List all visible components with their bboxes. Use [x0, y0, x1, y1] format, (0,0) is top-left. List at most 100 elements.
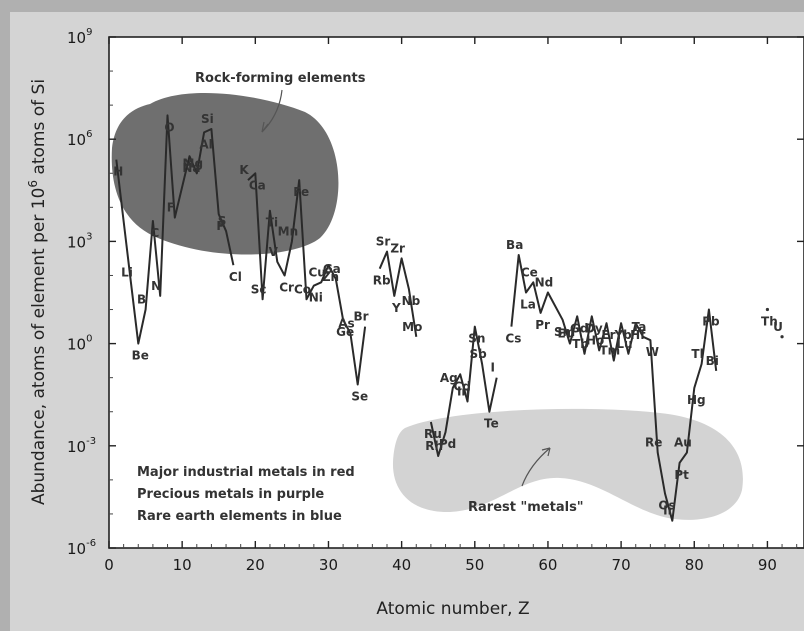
y-axis-title-tail: atoms of Si [29, 79, 49, 180]
element-label-se: Se [351, 389, 368, 403]
element-label-cd: Cd [453, 379, 470, 393]
axis-ticks [108, 36, 804, 549]
element-label-ca: Ca [249, 178, 266, 192]
legend-line-precious: Precious metals in purple [137, 487, 324, 502]
tick-labels: 0 10 20 30 40 50 60 70 80 90 10-6 10-3 100 103 106 109 [67, 27, 777, 574]
abundance-point [765, 307, 770, 312]
element-label-ta: Ta [632, 320, 647, 334]
element-label-b: B [137, 293, 146, 307]
x-tick-label: 40 [392, 556, 411, 574]
element-label-br: Br [354, 310, 369, 324]
x-tick-label: 60 [538, 556, 557, 574]
element-label-p: P [216, 219, 225, 233]
element-label-sn: Sn [468, 332, 485, 346]
element-label-bi: Bi [706, 354, 719, 368]
element-label-er: Er [601, 328, 615, 342]
element-label-be: Be [132, 349, 149, 363]
rare-metals-region [392, 408, 743, 520]
element-label-n: N [151, 279, 161, 293]
x-tick-label: 10 [173, 556, 192, 574]
y-axis-title-main: Abundance, atoms of element per 10 [29, 188, 49, 505]
element-label-sc: Sc [251, 282, 267, 296]
element-label-os: Os [658, 498, 675, 512]
element-label-pt: Pt [674, 468, 689, 482]
element-label-s: S [218, 214, 227, 228]
element-label-w: W [646, 345, 659, 359]
element-label-v: V [269, 245, 279, 259]
element-label-yb: Yb [613, 328, 632, 342]
element-label-te: Te [484, 417, 499, 431]
element-label-nb: Nb [402, 294, 421, 308]
element-label-ba: Ba [506, 238, 523, 252]
element-label-ru: Ru [424, 427, 442, 441]
element-label-c: C [150, 226, 159, 240]
element-label-lu: Lu [616, 337, 632, 351]
element-label-y: Y [391, 301, 401, 315]
y-tick-label: 106 [67, 129, 92, 149]
element-label-tm: Tm [599, 344, 620, 358]
element-label-u: U [773, 320, 783, 334]
rarest-metals-arrow [521, 447, 551, 487]
element-label-in: In [457, 385, 470, 399]
y-axis-title-exponent: 6 [26, 180, 40, 188]
element-label-mo: Mo [402, 320, 422, 334]
legend-line-rare-earth: Rare earth elements in blue [137, 509, 342, 524]
x-tick-label: 70 [612, 556, 631, 574]
element-label-sr: Sr [376, 235, 391, 249]
element-label-f: F [167, 201, 175, 215]
element-label-cl: Cl [229, 270, 242, 284]
rarest-metals-label: Rarest "metals" [468, 500, 584, 515]
element-label-pb: Pb [702, 315, 720, 329]
element-label-tb: Tb [572, 337, 589, 351]
element-label-ni: Ni [309, 291, 323, 305]
x-tick-label: 0 [104, 556, 114, 574]
element-label-tl: Tl [691, 347, 703, 361]
element-label-au: Au [674, 436, 692, 450]
x-tick-label: 50 [465, 556, 484, 574]
element-label-th: Th [761, 315, 778, 329]
rarest-metals-arrowhead [541, 447, 551, 457]
element-label-as: As [338, 316, 354, 330]
y-axis-title: Abundance, atoms of element per 106 atom… [26, 79, 49, 505]
element-label-ti: Ti [266, 216, 278, 230]
abundance-line [429, 325, 498, 457]
x-tick-label: 80 [685, 556, 704, 574]
element-label-sm: Sm [554, 325, 575, 339]
element-label-zn: Zn [322, 270, 339, 284]
rock-forming-arrowhead [261, 121, 269, 133]
x-tick-label: 30 [319, 556, 338, 574]
element-label-cr: Cr [279, 280, 294, 294]
element-label-rb: Rb [373, 274, 391, 288]
y-tick-label: 103 [67, 231, 92, 251]
element-label-h: H [113, 165, 123, 179]
element-label-rh: Rh [425, 439, 443, 453]
element-label-re: Re [645, 436, 662, 450]
y-tick-label: 10-3 [67, 436, 96, 456]
abundance-line [115, 114, 235, 345]
element-label-zr: Zr [390, 241, 405, 255]
element-label-i: I [491, 361, 495, 375]
legend-line-industrial: Major industrial metals in red [137, 465, 355, 480]
abundance-point [780, 335, 784, 339]
x-axis-title: Atomic number, Z [376, 599, 529, 619]
element-label-ir: Ir [663, 504, 673, 518]
x-tick-label: 90 [758, 556, 777, 574]
abundance-line [247, 172, 367, 386]
element-label-cu: Cu [308, 265, 325, 279]
element-label-cs: Cs [505, 332, 521, 346]
abundance-lines [115, 114, 784, 522]
element-label-hf: Hf [630, 328, 646, 342]
element-label-al: Al [199, 137, 212, 151]
y-tick-label: 10-6 [67, 538, 96, 558]
element-label-la: La [520, 298, 536, 312]
element-label-k: K [239, 163, 249, 177]
element-label-ge: Ge [336, 325, 354, 339]
element-label-na: Na [182, 161, 200, 175]
rock-forming-label: Rock-forming elements [195, 71, 366, 86]
element-label-o: O [164, 120, 174, 134]
element-label-co: Co [294, 282, 311, 296]
element-label-li: Li [121, 265, 133, 279]
y-tick-label: 100 [67, 334, 92, 354]
element-label-ag: Ag [440, 371, 458, 385]
